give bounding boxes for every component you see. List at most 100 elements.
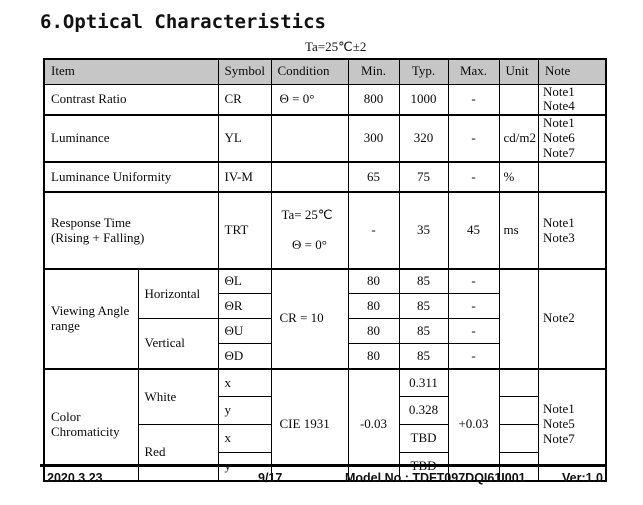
- va-max-1: -: [447, 293, 500, 320]
- va-symbol-thetaL: ΘL: [217, 267, 272, 295]
- va-min-3: 80: [347, 343, 400, 370]
- footer-page-number: 9/17: [258, 471, 283, 485]
- footer-model-value: TDFT097DQI61I001: [412, 471, 526, 485]
- row-luminance-uniformity: Luminance Uniformity IV-M 65 75 - %: [43, 161, 606, 193]
- response-min: -: [347, 191, 400, 270]
- va-typ-2: 85: [398, 318, 449, 345]
- luminance-item: Luminance: [43, 114, 219, 163]
- luminance-symbol: YL: [217, 114, 272, 163]
- va-item: Viewing Angle range: [43, 267, 139, 370]
- uniformity-note: [538, 161, 606, 193]
- uniformity-condition: [270, 161, 349, 193]
- va-min-1: 80: [347, 293, 400, 320]
- contrast-item: Contrast Ratio: [43, 83, 219, 116]
- cc-typ-2: TBD: [398, 424, 449, 454]
- row-viewing-angle-1: Viewing Angle range Horizontal ΘL CR = 1…: [43, 267, 606, 370]
- response-condition-line2: Θ = 0°: [292, 237, 327, 252]
- response-typ: 35: [398, 191, 449, 270]
- uniformity-min: 65: [347, 161, 400, 193]
- row-contrast-ratio: Contrast Ratio CR Θ = 0° 800 1000 - Note…: [43, 83, 606, 116]
- va-typ-1: 85: [398, 293, 449, 320]
- cc-max: +0.03: [447, 367, 500, 482]
- cc-typ-0: 0.311: [398, 367, 449, 398]
- uniformity-unit: %: [498, 161, 539, 193]
- contrast-unit: [498, 83, 539, 116]
- response-note: Note1 Note3: [538, 191, 606, 270]
- col-header-condition: Condition: [270, 58, 349, 85]
- col-header-max: Max.: [447, 58, 500, 85]
- va-typ-3: 85: [398, 343, 449, 370]
- cc-symbol-white-y: y: [217, 396, 272, 426]
- cc-group-white: White: [137, 367, 219, 426]
- cc-note: Note1 Note5 Note7: [538, 367, 606, 482]
- cc-unit-1: [498, 396, 539, 426]
- cc-group-red: Red: [137, 424, 219, 482]
- va-group-vertical: Vertical: [137, 318, 219, 370]
- col-header-unit: Unit: [498, 58, 539, 85]
- va-max-3: -: [447, 343, 500, 370]
- va-max-0: -: [447, 267, 500, 295]
- contrast-symbol: CR: [217, 83, 272, 116]
- uniformity-typ: 75: [398, 161, 449, 193]
- cc-typ-1: 0.328: [398, 396, 449, 426]
- cc-symbol-red-x: x: [217, 424, 272, 454]
- col-header-symbol: Symbol: [217, 58, 272, 85]
- footer-version: Ver:1.0: [562, 471, 604, 485]
- col-header-typ: Typ.: [398, 58, 449, 85]
- response-symbol: TRT: [217, 191, 272, 270]
- col-header-note: Note: [538, 58, 606, 85]
- col-header-item: Item: [43, 58, 219, 85]
- contrast-typ: 1000: [398, 83, 449, 116]
- footer-date: 2020.3.23: [47, 471, 103, 485]
- page-title: 6.Optical Characteristics: [40, 11, 326, 33]
- optical-characteristics-table: Item Symbol Condition Min. Typ. Max. Uni…: [43, 58, 607, 482]
- va-symbol-thetaD: ΘD: [217, 343, 272, 370]
- response-condition-line1: Ta= 25℃: [281, 207, 333, 223]
- response-condition: Ta= 25℃ Θ = 0°: [270, 191, 349, 270]
- contrast-max: -: [447, 83, 500, 116]
- cc-symbol-white-x: x: [217, 367, 272, 398]
- row-luminance: Luminance YL 300 320 - cd/m2 Note1 Note6…: [43, 114, 606, 163]
- row-viewing-angle-2: ΘR 80 85 -: [44, 293, 606, 320]
- cc-unit-2: [498, 424, 539, 454]
- uniformity-symbol: IV-M: [217, 161, 272, 193]
- uniformity-max: -: [447, 161, 500, 193]
- response-item: Response Time (Rising + Falling): [43, 191, 219, 270]
- contrast-note: Note1 Note4: [538, 83, 606, 116]
- header-row: Item Symbol Condition Min. Typ. Max. Uni…: [43, 58, 606, 85]
- cc-condition: CIE 1931: [270, 367, 349, 482]
- va-min-0: 80: [347, 267, 400, 295]
- va-condition: CR = 10: [270, 267, 349, 370]
- va-typ-0: 85: [398, 267, 449, 295]
- row-response-time: Response Time (Rising + Falling) TRT Ta=…: [43, 191, 606, 270]
- contrast-condition: Θ = 0°: [270, 83, 349, 116]
- table-condition-caption: Ta=25℃±2: [305, 39, 367, 54]
- row-chromaticity-1: Color Chromaticity White x CIE 1931 -0.0…: [43, 367, 606, 482]
- va-group-horizontal: Horizontal: [137, 267, 219, 320]
- luminance-typ: 320: [398, 114, 449, 163]
- row-viewing-angle-3: Vertical ΘU 80 85 -: [44, 318, 606, 370]
- cc-unit-0: [498, 367, 539, 398]
- va-min-2: 80: [347, 318, 400, 345]
- va-symbol-thetaR: ΘR: [217, 293, 272, 320]
- response-max: 45: [447, 191, 500, 270]
- luminance-max: -: [447, 114, 500, 163]
- va-note: Note2: [538, 267, 606, 370]
- contrast-min: 800: [347, 83, 400, 116]
- col-header-min: Min.: [347, 58, 400, 85]
- luminance-note: Note1 Note6 Note7: [538, 114, 606, 163]
- va-unit: [498, 267, 539, 370]
- footer-model-label: Model No.:: [345, 471, 409, 485]
- luminance-unit: cd/m2: [498, 114, 539, 163]
- va-max-2: -: [447, 318, 500, 345]
- luminance-min: 300: [347, 114, 400, 163]
- uniformity-item: Luminance Uniformity: [43, 161, 219, 193]
- footer-divider: [40, 464, 607, 467]
- footer-model-number: Model No.: TDFT097DQI61I001: [345, 471, 526, 485]
- response-unit: ms: [498, 191, 539, 270]
- luminance-condition: [270, 114, 349, 163]
- va-symbol-thetaU: ΘU: [217, 318, 272, 345]
- cc-min: -0.03: [347, 367, 400, 482]
- row-chromaticity-2: y 0.328: [44, 396, 606, 426]
